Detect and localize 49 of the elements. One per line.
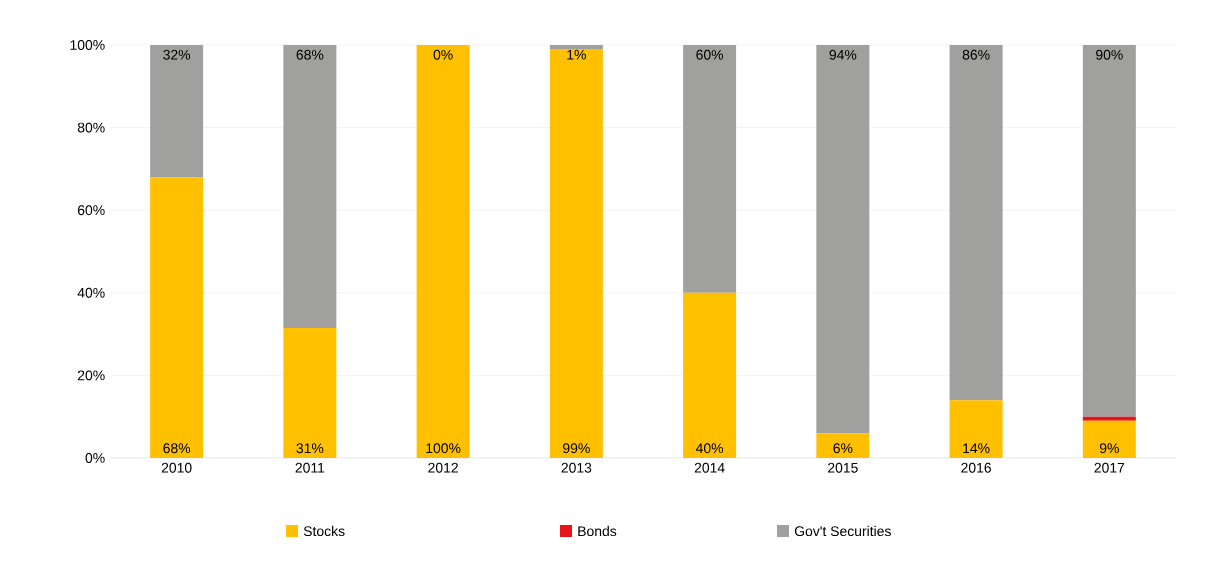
bar <box>949 400 1003 458</box>
bar <box>816 44 870 434</box>
y-tick-label: 100% <box>70 40 105 50</box>
data-label: 14% <box>963 443 990 454</box>
data-label: 99% <box>563 443 590 454</box>
data-label: 68% <box>163 443 191 454</box>
data-label: 1% <box>567 49 586 60</box>
bar <box>1082 416 1136 421</box>
x-tick-label: 2015 <box>828 462 858 473</box>
bar <box>949 44 1003 401</box>
bar <box>150 177 204 458</box>
data-label: 32% <box>163 49 191 60</box>
bar <box>283 327 337 458</box>
bar <box>683 44 737 293</box>
legend-label: Stocks <box>303 525 345 537</box>
data-label: 6% <box>833 443 853 454</box>
data-label: 100% <box>426 443 461 454</box>
y-tick-label: 0% <box>85 453 105 463</box>
data-label: 0% <box>433 49 453 60</box>
y-tick-label: 60% <box>77 205 105 216</box>
x-tick-label: 2011 <box>295 462 325 473</box>
y-tick-label: 40% <box>77 287 105 298</box>
legend-label: Bonds <box>578 525 617 537</box>
x-tick-label: 2017 <box>1094 462 1125 473</box>
x-tick-label: 2010 <box>161 462 192 473</box>
data-label: 9% <box>1099 443 1119 454</box>
x-tick-label: 2012 <box>428 462 458 473</box>
bar <box>283 44 337 328</box>
x-tick-label: 2013 <box>561 462 592 473</box>
bar <box>549 49 603 458</box>
bar <box>1082 44 1136 417</box>
bar <box>683 292 737 458</box>
data-label: 60% <box>696 49 724 60</box>
x-tick-label: 2016 <box>961 462 991 473</box>
bar <box>1082 420 1136 458</box>
y-tick-label: 80% <box>77 122 105 133</box>
data-label: 86% <box>962 49 990 60</box>
data-label: 40% <box>695 443 724 454</box>
data-label: 90% <box>1096 49 1123 60</box>
data-label: 94% <box>829 49 857 60</box>
bar <box>416 44 470 458</box>
bar <box>816 433 870 458</box>
data-label: 31% <box>296 443 324 454</box>
y-tick-label: 20% <box>77 370 105 381</box>
bar <box>549 44 603 50</box>
x-tick-label: 2014 <box>694 462 725 473</box>
bar <box>150 44 204 178</box>
data-label: 68% <box>296 49 324 60</box>
legend-label: Gov't Securities <box>794 525 891 537</box>
